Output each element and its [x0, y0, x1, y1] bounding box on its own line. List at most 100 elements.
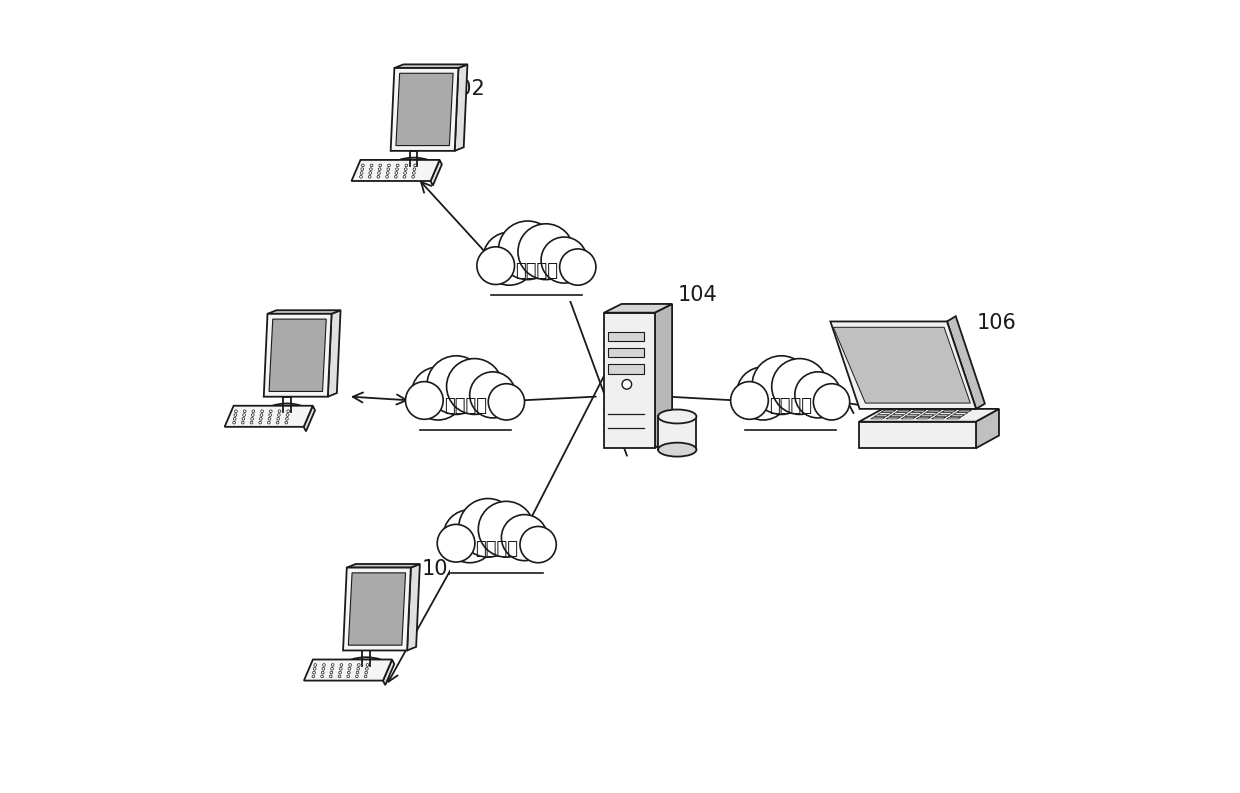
- Polygon shape: [327, 310, 341, 396]
- Circle shape: [357, 668, 360, 670]
- Polygon shape: [455, 64, 467, 151]
- Circle shape: [387, 168, 389, 170]
- Circle shape: [368, 175, 371, 178]
- Polygon shape: [833, 328, 970, 403]
- Circle shape: [312, 671, 315, 674]
- Circle shape: [234, 414, 237, 416]
- Circle shape: [518, 224, 574, 280]
- Circle shape: [541, 237, 587, 283]
- Circle shape: [737, 367, 790, 420]
- Circle shape: [394, 175, 397, 178]
- Ellipse shape: [267, 404, 308, 420]
- Circle shape: [404, 171, 407, 174]
- Circle shape: [260, 414, 263, 416]
- Polygon shape: [908, 412, 923, 414]
- Polygon shape: [347, 564, 420, 568]
- Circle shape: [286, 414, 289, 416]
- Polygon shape: [950, 415, 965, 416]
- Polygon shape: [904, 415, 919, 416]
- Circle shape: [322, 664, 325, 666]
- Polygon shape: [893, 412, 908, 414]
- Circle shape: [259, 421, 262, 424]
- Polygon shape: [396, 73, 453, 146]
- Polygon shape: [430, 160, 441, 186]
- Circle shape: [412, 175, 414, 178]
- Polygon shape: [831, 321, 976, 409]
- Circle shape: [285, 417, 288, 420]
- Polygon shape: [383, 660, 394, 685]
- Circle shape: [330, 671, 332, 674]
- Ellipse shape: [658, 442, 697, 457]
- Circle shape: [243, 414, 246, 416]
- Circle shape: [268, 421, 270, 424]
- Circle shape: [813, 384, 849, 420]
- Polygon shape: [418, 376, 513, 435]
- Polygon shape: [391, 68, 459, 151]
- Circle shape: [498, 221, 557, 280]
- Polygon shape: [608, 331, 644, 341]
- Circle shape: [377, 175, 379, 178]
- Circle shape: [361, 171, 363, 174]
- Circle shape: [321, 675, 324, 678]
- Text: 102: 102: [286, 313, 326, 333]
- Text: 102: 102: [422, 559, 461, 579]
- Circle shape: [489, 384, 525, 420]
- Polygon shape: [911, 410, 926, 412]
- Circle shape: [559, 249, 596, 285]
- Circle shape: [387, 171, 389, 174]
- Circle shape: [250, 417, 253, 420]
- Polygon shape: [957, 410, 971, 412]
- Circle shape: [366, 664, 368, 666]
- Polygon shape: [269, 319, 326, 392]
- Circle shape: [314, 668, 316, 670]
- Circle shape: [795, 372, 841, 418]
- Circle shape: [331, 668, 334, 670]
- Circle shape: [378, 168, 381, 170]
- Polygon shape: [946, 417, 961, 419]
- Circle shape: [242, 417, 244, 420]
- Circle shape: [252, 414, 254, 416]
- Circle shape: [340, 668, 342, 670]
- Circle shape: [322, 668, 325, 670]
- Circle shape: [277, 421, 279, 424]
- Ellipse shape: [345, 657, 387, 674]
- Circle shape: [331, 664, 334, 666]
- Circle shape: [357, 664, 360, 666]
- Polygon shape: [743, 376, 838, 435]
- Circle shape: [438, 524, 475, 562]
- Circle shape: [379, 164, 382, 167]
- Circle shape: [365, 671, 367, 674]
- Circle shape: [501, 515, 548, 561]
- Circle shape: [370, 171, 372, 174]
- Polygon shape: [976, 409, 999, 448]
- Circle shape: [403, 175, 405, 178]
- Circle shape: [348, 664, 351, 666]
- Polygon shape: [874, 415, 889, 416]
- Circle shape: [366, 668, 368, 670]
- Circle shape: [414, 164, 417, 167]
- Circle shape: [312, 675, 315, 678]
- Circle shape: [347, 675, 350, 678]
- Circle shape: [269, 414, 272, 416]
- Polygon shape: [608, 348, 644, 358]
- Circle shape: [446, 358, 502, 415]
- Polygon shape: [655, 304, 672, 448]
- Circle shape: [340, 664, 342, 666]
- Circle shape: [242, 421, 244, 424]
- Polygon shape: [924, 412, 937, 414]
- Circle shape: [269, 410, 272, 412]
- Circle shape: [371, 164, 373, 167]
- Circle shape: [370, 168, 372, 170]
- Circle shape: [347, 671, 350, 674]
- Text: 网络连接: 网络连接: [769, 397, 812, 415]
- Polygon shape: [954, 412, 968, 414]
- Circle shape: [233, 421, 236, 424]
- Circle shape: [259, 417, 262, 420]
- Circle shape: [285, 421, 288, 424]
- Polygon shape: [931, 417, 946, 419]
- Polygon shape: [859, 422, 976, 448]
- Text: 网络连接: 网络连接: [516, 262, 558, 280]
- Circle shape: [396, 171, 398, 174]
- Circle shape: [413, 168, 415, 170]
- Polygon shape: [859, 409, 999, 422]
